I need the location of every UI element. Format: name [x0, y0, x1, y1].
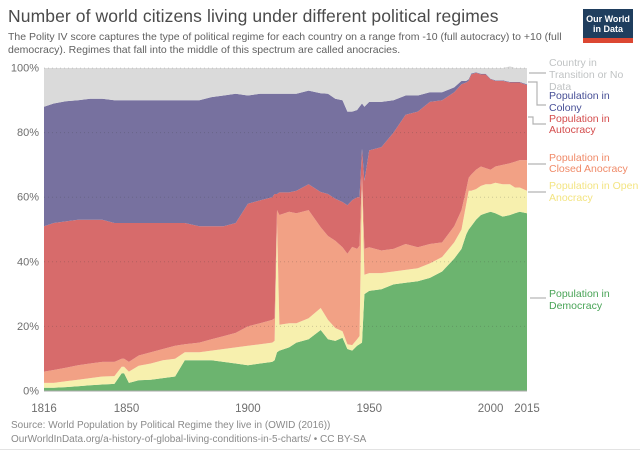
legend-connector [528, 81, 546, 106]
x-axis-tick-label: 1900 [235, 403, 261, 415]
legend-item-no-data: Country in Transition or No Data [549, 57, 624, 93]
y-axis-tick-label: 100% [11, 63, 39, 75]
bottom-divider [0, 449, 640, 450]
area-population-in-colony [44, 72, 527, 227]
x-axis-tick-label: 2015 [514, 403, 540, 415]
x-axis-tick-label: 2000 [478, 403, 504, 415]
area-population-in-open-anocracy [44, 181, 527, 388]
y-axis-tick-label: 20% [17, 321, 39, 333]
stacked-area-chart: 0% 20% 40% 60% 80% 100% 1816 1850 1900 1950 2000 20… [11, 63, 546, 415]
chart-title: Number of world citizens living under di… [8, 6, 499, 26]
owid-logo[interactable]: Our World in Data [583, 9, 633, 43]
legend-item-democracy: Population in Democracy [549, 288, 610, 312]
x-axis-tick-label: 1816 [31, 403, 57, 415]
source-line: Source: World Population by Political Re… [11, 420, 331, 431]
y-axis-tick-label: 80% [17, 127, 39, 139]
x-axis-tick-label: 1850 [114, 403, 140, 415]
owid-logo-text: Our World in Data [583, 9, 633, 38]
area-population-in-closed-anocracy [44, 160, 527, 383]
area-population-in-autocracy [44, 72, 527, 372]
x-axis-tick-label: 1950 [356, 403, 382, 415]
legend-item-closed-anocracy: Population in Closed Anocracy [549, 151, 628, 176]
source-attribution: Source: World Population by Political Re… [11, 419, 571, 446]
y-axis-tick-label: 40% [17, 256, 39, 268]
source-link[interactable]: OurWorldInData.org/a-history-of-global-l… [11, 433, 367, 445]
area-population-in-democracy [44, 211, 527, 391]
legend-connector [528, 116, 546, 125]
owid-logo-line2: in Data [592, 23, 623, 34]
chart-subtitle: The Polity IV score captures the type of… [8, 31, 562, 56]
legend-item-open-anocracy: Population in Open Anocracy [549, 180, 639, 204]
legend-item-colony: Population in Colony [549, 90, 610, 114]
legend-item-autocracy: Population in Autocracy [549, 112, 610, 137]
y-axis-tick-label: 0% [23, 386, 39, 398]
y-axis-tick-label: 60% [17, 192, 39, 204]
owid-logo-line1: Our World [586, 13, 630, 24]
owid-logo-red-bar [583, 38, 633, 43]
